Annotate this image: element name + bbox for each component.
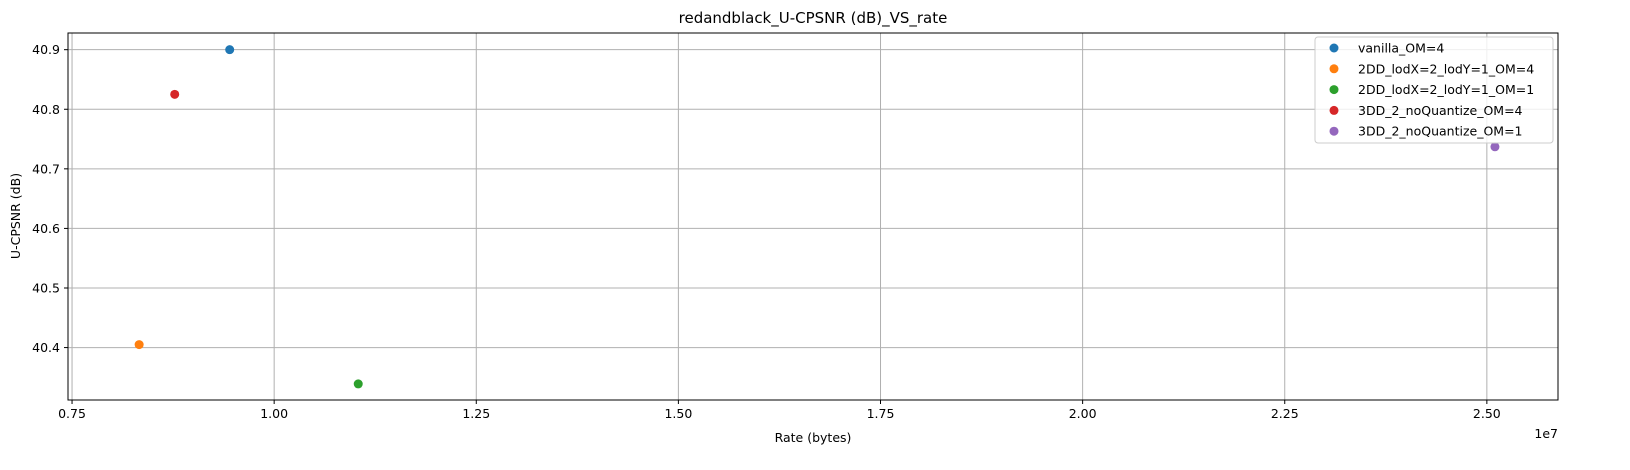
- legend-label: vanilla_OM=4: [1358, 41, 1444, 56]
- legend-items: vanilla_OM=4 2DD_lodX=2_lodY=1_OM=4 2DD_lo…: [1329, 41, 1534, 139]
- x-tick-label: 1.00: [260, 406, 288, 421]
- x-tick-label: 1.50: [664, 406, 692, 421]
- plot-area-frame: [67, 32, 1559, 401]
- data-point: [170, 89, 180, 99]
- y-tick-label: 40.5: [32, 280, 60, 295]
- data-point: [1490, 142, 1500, 152]
- legend-marker: [1329, 126, 1339, 136]
- chart-title: redandblack_U-CPSNR (dB)_VS_rate: [679, 9, 948, 28]
- x-tick-label: 1.25: [462, 406, 490, 421]
- x-axis-ticks: 0.75 1.00 1.25 1.50 1.75 2.00 2.25 2.50: [58, 400, 1501, 421]
- y-tick-label: 40.4: [32, 340, 60, 355]
- x-axis-offset-label: 1e7: [1534, 426, 1558, 441]
- y-tick-label: 40.8: [32, 102, 60, 117]
- x-axis-label: Rate (bytes): [775, 430, 852, 445]
- legend-marker: [1329, 105, 1339, 115]
- y-tick-label: 40.6: [32, 221, 60, 236]
- legend-marker: [1329, 85, 1339, 95]
- y-tick-label: 40.9: [32, 42, 60, 57]
- x-tick-label: 0.75: [58, 406, 86, 421]
- y-axis-label: U-CPSNR (dB): [8, 173, 23, 259]
- legend-marker: [1329, 64, 1339, 74]
- data-point: [225, 45, 235, 55]
- legend-label: 2DD_lodX=2_lodY=1_OM=1: [1358, 82, 1534, 97]
- legend-label: 3DD_2_noQuantize_OM=1: [1358, 124, 1523, 139]
- data-points: [134, 45, 1500, 389]
- x-tick-label: 2.25: [1271, 406, 1299, 421]
- y-axis-ticks: 40.4 40.5 40.6 40.7 40.8 40.9: [32, 42, 68, 355]
- legend-label: 3DD_2_noQuantize_OM=4: [1358, 103, 1523, 118]
- x-tick-label: 2.50: [1473, 406, 1501, 421]
- legend-box: [1314, 36, 1554, 144]
- x-tick-label: 2.00: [1069, 406, 1097, 421]
- x-tick-label: 1.75: [867, 406, 895, 421]
- legend-marker: [1329, 43, 1339, 53]
- data-point: [134, 340, 144, 350]
- legend-label: 2DD_lodX=2_lodY=1_OM=4: [1358, 61, 1534, 76]
- data-point: [353, 379, 363, 389]
- legend: vanilla_OM=4 2DD_lodX=2_lodY=1_OM=4 2DD_lo…: [1314, 36, 1554, 144]
- y-tick-label: 40.7: [32, 161, 60, 176]
